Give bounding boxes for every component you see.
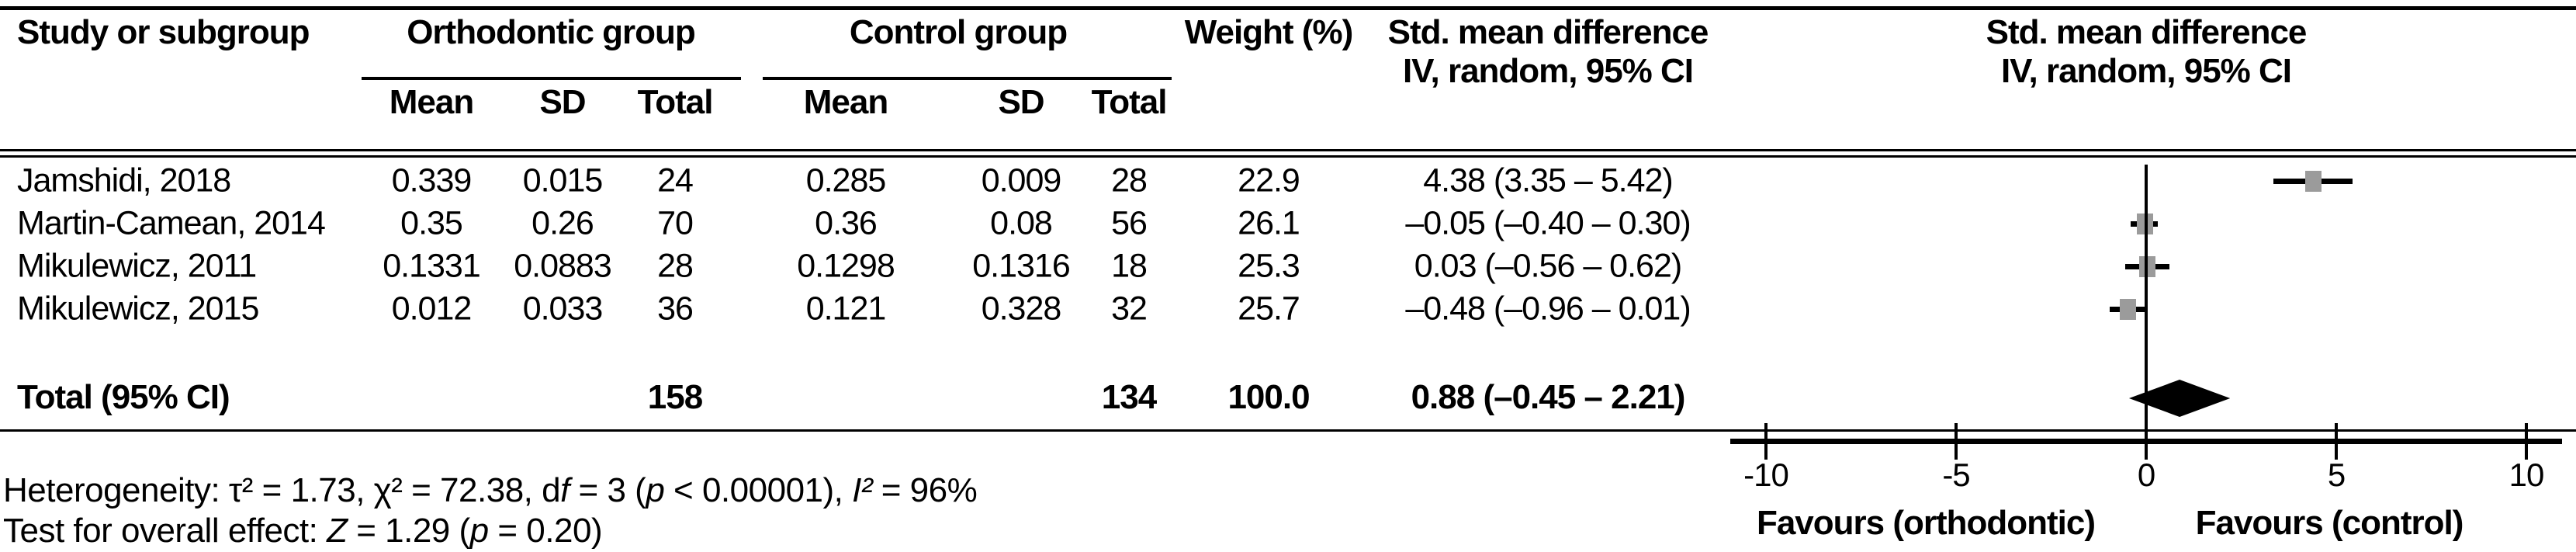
ortho-total-cell: 70	[657, 204, 694, 242]
footnote-segment: = 1.29 (	[347, 512, 470, 550]
study-label: Mikulewicz, 2015	[17, 290, 259, 328]
footnote-segment: = 0.20)	[488, 512, 603, 550]
ortho-mean-cell: 0.012	[391, 290, 473, 328]
ctrl-sd-cell: 0.1316	[972, 247, 1071, 285]
ortho-sd-cell: 0.015	[522, 161, 604, 200]
total-ortho-total: 158	[647, 378, 703, 416]
favours-left-label: Favours (orthodontic)	[1756, 504, 2096, 542]
ortho-total-cell: 36	[657, 290, 694, 328]
study-weight-marker	[2304, 171, 2322, 192]
ctrl-mean-cell: 0.1298	[797, 247, 895, 285]
footnote-segment: Test for overall effect:	[3, 512, 327, 550]
axis-tick-label: -5	[1942, 457, 1970, 493]
zero-effect-line	[2145, 165, 2148, 460]
study-label: Jamshidi, 2018	[17, 161, 231, 200]
smd-ci-cell: –0.48 (–0.96 – 0.01)	[1405, 290, 1691, 328]
study-label: Mikulewicz, 2011	[17, 247, 257, 285]
header-orthodontic-group: Orthodontic group	[407, 13, 696, 51]
ortho-mean-cell: 0.35	[400, 204, 463, 242]
ortho-mean-cell: 0.1331	[383, 247, 481, 285]
ctrl-total-cell: 56	[1111, 204, 1148, 242]
header-weight-pct: Weight (%)	[1184, 13, 1353, 51]
ctrl-total-cell: 18	[1111, 247, 1148, 285]
ortho-total-cell: 28	[657, 247, 694, 285]
subheader-ortho-total: Total	[637, 83, 714, 121]
weight-cell: 26.1	[1238, 204, 1300, 242]
subheader-ctrl-sd: SD	[998, 83, 1044, 121]
axis-tick	[1955, 423, 1958, 460]
subheader-ortho-sd: SD	[539, 83, 586, 121]
axis-tick	[2335, 423, 2338, 460]
ctrl-total-cell: 28	[1111, 161, 1148, 200]
header-bottom-rule-1	[0, 149, 2576, 151]
footnote-italic-segment: Z	[327, 512, 348, 550]
axis-tick	[1764, 423, 1768, 460]
ortho-sd-cell: 0.033	[522, 290, 604, 328]
total-ctrl-total: 134	[1101, 378, 1157, 416]
total-smd-ci: 0.88 (–0.45 – 2.21)	[1411, 378, 1686, 416]
axis-tick-label: 5	[2327, 457, 2346, 493]
overall-effect-text: Test for overall effect: Z = 1.29 (p = 0…	[3, 512, 603, 550]
axis-tick-label: -10	[1743, 457, 1789, 493]
header-smd-text-line1: Std. mean difference	[1387, 13, 1709, 51]
footnote-italic-segment: I²	[852, 471, 872, 509]
axis-tick-label: 10	[2508, 457, 2545, 493]
footnote-italic-segment: p	[646, 471, 665, 509]
axis-tick	[2525, 423, 2528, 460]
weight-cell: 25.3	[1238, 247, 1300, 285]
smd-ci-cell: 4.38 (3.35 – 5.42)	[1423, 161, 1673, 200]
study-label: Martin-Camean, 2014	[17, 204, 326, 242]
subheader-ctrl-mean: Mean	[803, 83, 888, 121]
weight-cell: 22.9	[1238, 161, 1300, 200]
ctrl-mean-cell: 0.36	[815, 204, 878, 242]
ortho-sd-cell: 0.0883	[514, 247, 612, 285]
footnote-segment: < 0.00001),	[664, 471, 853, 509]
ctrl-total-cell: 32	[1111, 290, 1148, 328]
total-weight: 100.0	[1227, 378, 1310, 416]
orthodontic-group-spanner-rule	[362, 77, 741, 80]
control-group-spanner-rule	[763, 77, 1172, 80]
ctrl-sd-cell: 0.009	[981, 161, 1062, 200]
header-smd-plot-line1: Std. mean difference	[1986, 13, 2308, 51]
smd-ci-cell: 0.03 (–0.56 – 0.62)	[1414, 247, 1682, 285]
favours-right-label: Favours (control)	[2195, 504, 2464, 542]
ctrl-mean-cell: 0.285	[805, 161, 887, 200]
axis-tick-label: 0	[2137, 457, 2155, 493]
study-weight-marker	[2120, 299, 2137, 320]
footnote-italic-segment: f	[560, 471, 570, 509]
header-bottom-rule-2	[0, 155, 2576, 158]
ortho-mean-cell: 0.339	[391, 161, 473, 200]
subheader-ctrl-total: Total	[1091, 83, 1168, 121]
table-top-rule	[0, 6, 2576, 10]
header-control-group: Control group	[849, 13, 1068, 51]
weight-cell: 25.7	[1238, 290, 1300, 328]
total-row-label: Total (95% CI)	[17, 378, 230, 416]
footnote-segment: = 3 (	[569, 471, 646, 509]
footnote-segment: = 96%	[872, 471, 978, 509]
smd-ci-cell: –0.05 (–0.40 – 0.30)	[1405, 204, 1691, 242]
heterogeneity-text: Heterogeneity: τ² = 1.73, χ² = 72.38, df…	[3, 471, 978, 509]
footnote-italic-segment: p	[469, 512, 489, 550]
header-smd-text-line2: IV, random, 95% CI	[1402, 52, 1694, 90]
subheader-ortho-mean: Mean	[389, 83, 474, 121]
footnote-segment: Heterogeneity: τ² = 1.73, χ² = 72.38, d	[3, 471, 561, 509]
table-bottom-rule	[0, 429, 2576, 432]
header-study-or-subgroup: Study or subgroup	[17, 13, 310, 51]
ctrl-sd-cell: 0.328	[981, 290, 1062, 328]
ortho-sd-cell: 0.26	[531, 204, 594, 242]
ortho-total-cell: 24	[657, 161, 694, 200]
ctrl-sd-cell: 0.08	[990, 204, 1053, 242]
header-smd-plot-line2: IV, random, 95% CI	[2000, 52, 2292, 90]
axis-tick	[2145, 423, 2148, 460]
ctrl-mean-cell: 0.121	[805, 290, 887, 328]
